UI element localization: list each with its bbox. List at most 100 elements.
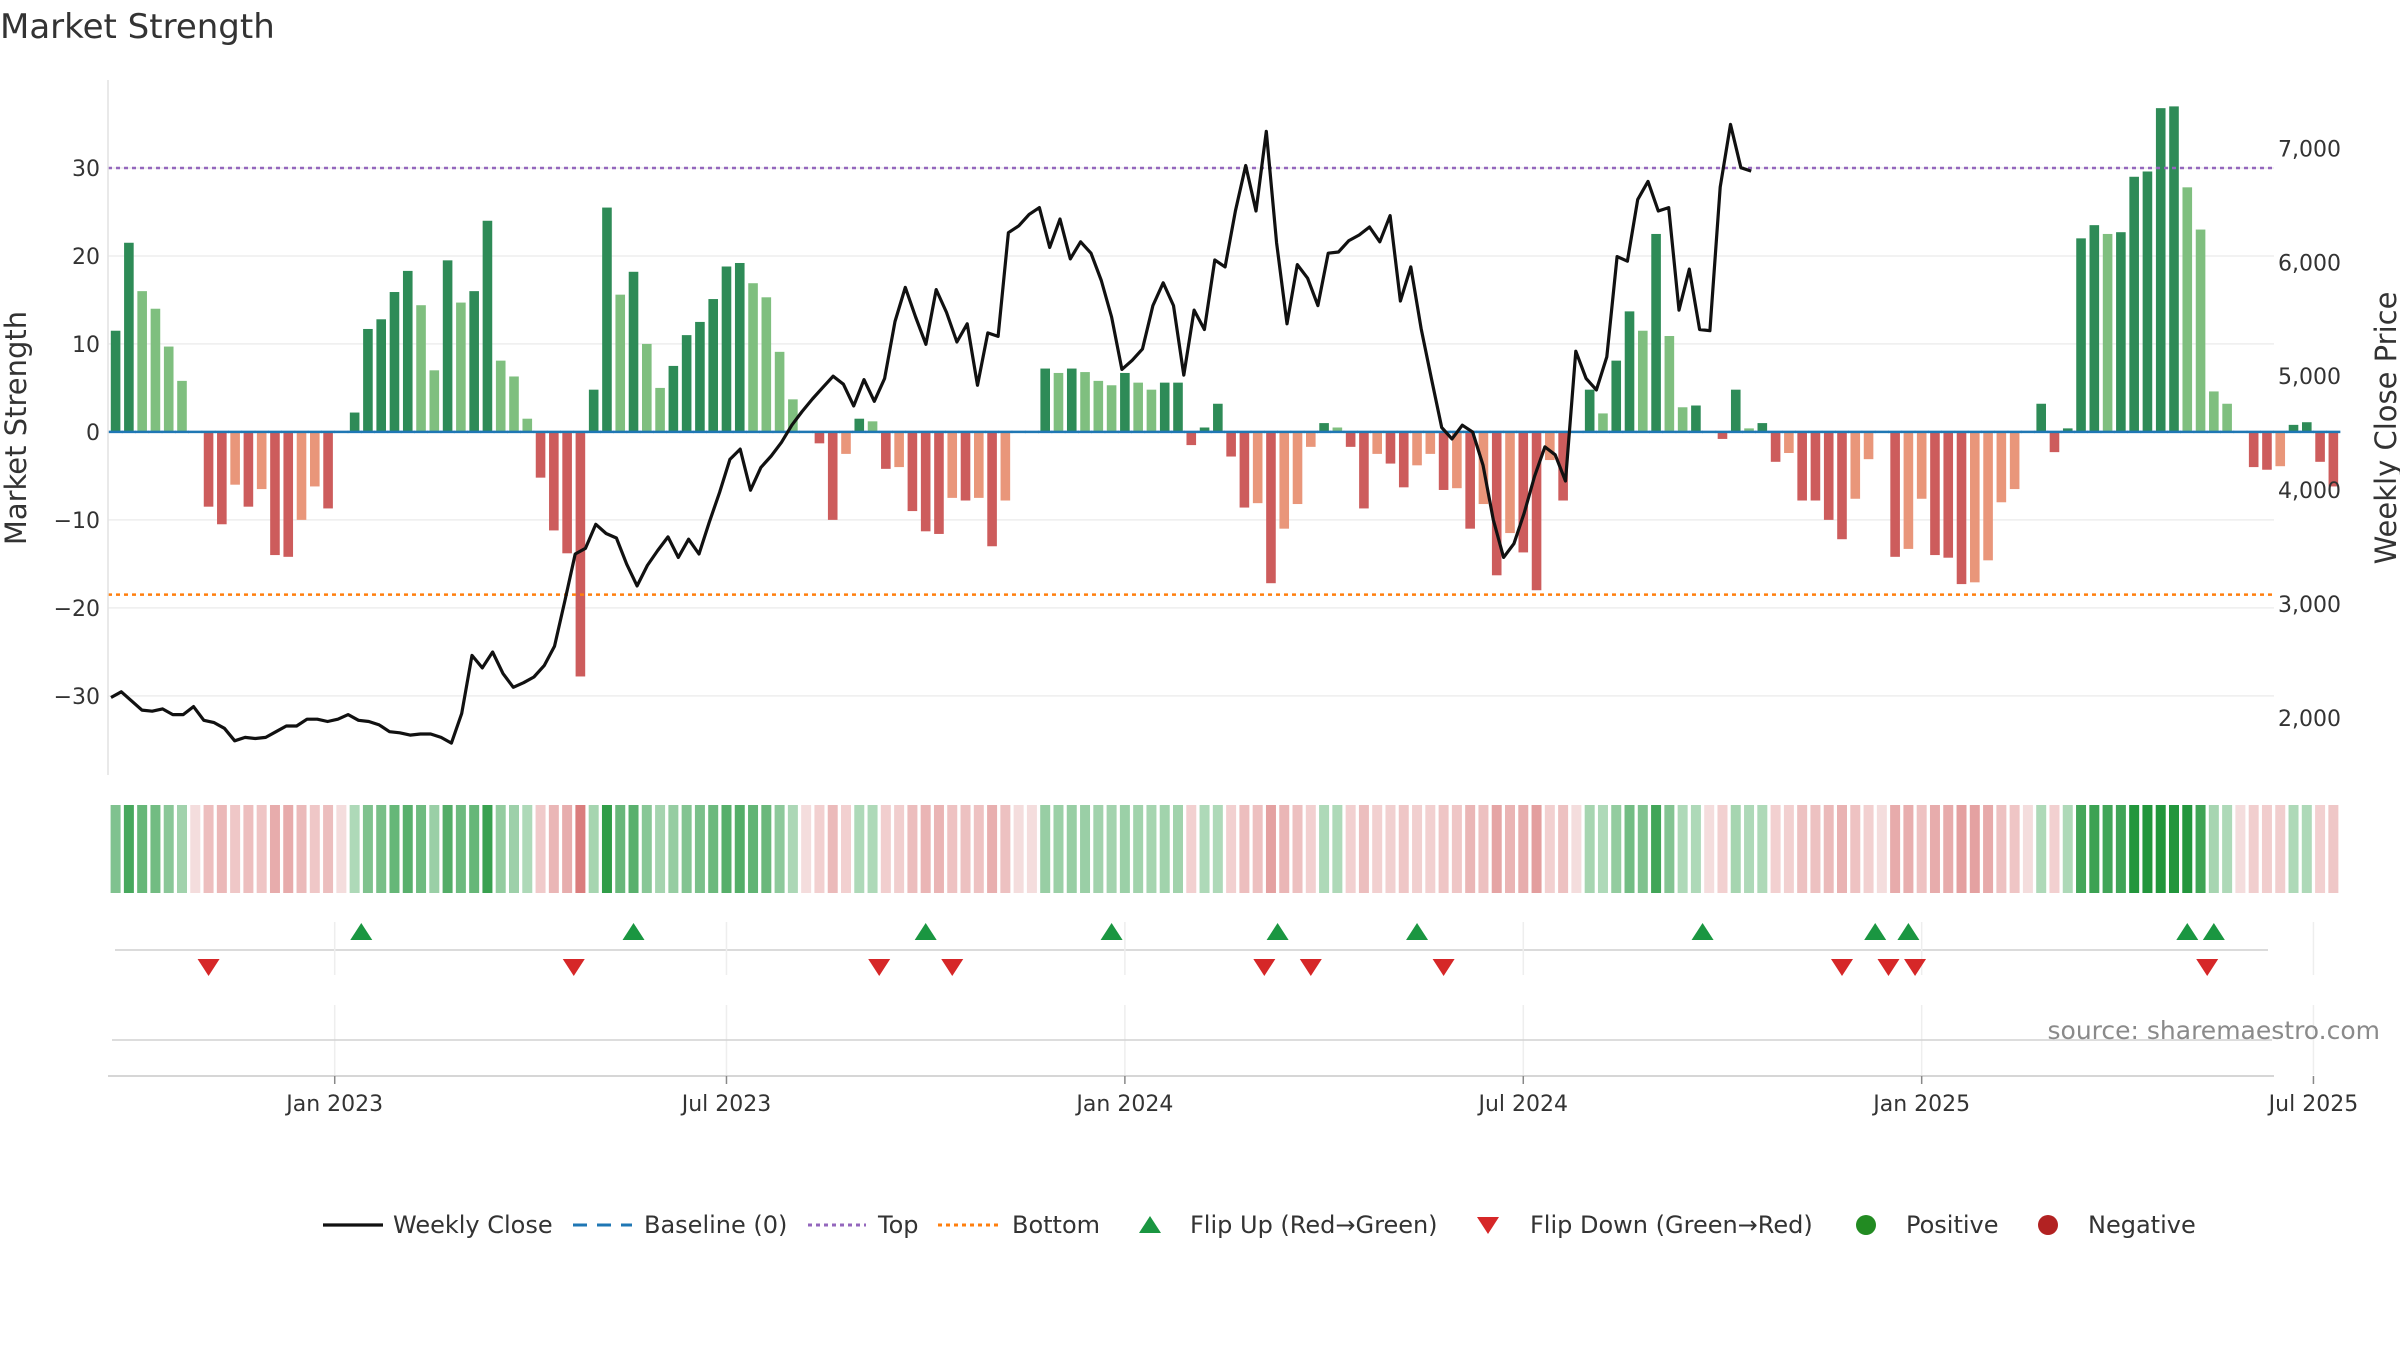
strength-bar bbox=[774, 351, 785, 432]
strip-cell bbox=[2129, 805, 2140, 893]
strength-bar bbox=[1213, 403, 1223, 432]
strength-bar bbox=[867, 421, 878, 432]
strength-bar bbox=[283, 431, 294, 557]
legend-label: Bottom bbox=[1012, 1211, 1100, 1239]
strip-cell bbox=[1491, 805, 1502, 893]
strip-cell bbox=[362, 805, 373, 893]
strength-bar bbox=[429, 370, 440, 432]
flip-down-marker bbox=[868, 959, 891, 976]
strength-bar bbox=[230, 431, 240, 485]
right-tick-label: 7,000 bbox=[2278, 137, 2341, 162]
legend-label: Negative bbox=[2088, 1211, 2196, 1239]
strip-cell bbox=[522, 805, 533, 893]
left-tick-label: −10 bbox=[54, 509, 100, 534]
strip-cell bbox=[628, 805, 639, 893]
strength-bar bbox=[1332, 427, 1343, 432]
strip-cell bbox=[442, 805, 453, 893]
flip-up-marker bbox=[1266, 923, 1289, 940]
strength-bar bbox=[1319, 423, 1329, 432]
strip-cell bbox=[1412, 805, 1423, 893]
strength-bar bbox=[681, 335, 692, 432]
flip-up-marker bbox=[1897, 923, 1920, 940]
strength-bar bbox=[602, 207, 612, 432]
x-tick-label: Jan 2025 bbox=[1871, 1092, 1970, 1117]
strip-cell bbox=[1943, 805, 1954, 893]
strength-bar bbox=[203, 431, 214, 507]
strip-cell bbox=[177, 805, 187, 893]
strip-cell bbox=[1651, 805, 1662, 893]
strip-cell bbox=[1611, 805, 1622, 893]
strength-bars bbox=[110, 106, 2339, 677]
strip-cell bbox=[1571, 805, 1582, 893]
flip-down-marker bbox=[197, 959, 220, 976]
strip-cell bbox=[1332, 805, 1343, 893]
strength-bar bbox=[934, 431, 944, 534]
strip-cell bbox=[243, 805, 254, 893]
strength-bar bbox=[1226, 431, 1236, 457]
strength-bar bbox=[2248, 431, 2259, 468]
strength-bar bbox=[2222, 403, 2232, 432]
strength-bar bbox=[1359, 431, 1369, 509]
strength-bar bbox=[668, 365, 679, 432]
strip-cell bbox=[2301, 805, 2312, 893]
strip-cell bbox=[1531, 805, 1542, 893]
strength-bar bbox=[2142, 171, 2153, 432]
strength-bar bbox=[1638, 330, 1648, 432]
strength-bar bbox=[1053, 372, 1064, 432]
strip-cell bbox=[854, 805, 865, 893]
strip-cell bbox=[1345, 805, 1356, 893]
strength-bar bbox=[1186, 431, 1197, 446]
strength-bar bbox=[549, 431, 559, 531]
strip-cell bbox=[734, 805, 745, 893]
left-tick-label: −30 bbox=[54, 685, 100, 710]
strength-bar bbox=[495, 360, 506, 432]
strength-bar bbox=[1133, 382, 1143, 432]
strip-cell bbox=[1239, 805, 1250, 893]
lower-panel bbox=[108, 1005, 2315, 1077]
strength-bar bbox=[854, 418, 865, 432]
strip-cell bbox=[1173, 805, 1183, 893]
strength-bar bbox=[562, 431, 572, 554]
strip-cell bbox=[774, 805, 785, 893]
strength-bar bbox=[974, 431, 984, 498]
left-tick-label: 20 bbox=[72, 245, 100, 270]
strip-cell bbox=[349, 805, 360, 893]
x-tick-label: Jul 2023 bbox=[680, 1092, 772, 1117]
strength-bar bbox=[2049, 431, 2060, 453]
strip-cell bbox=[1478, 805, 1489, 893]
strip-cell bbox=[2261, 805, 2272, 893]
x-tick-label: Jan 2023 bbox=[284, 1092, 383, 1117]
strip-cell bbox=[1119, 805, 1130, 893]
strip-cell bbox=[336, 805, 347, 893]
strip-cell bbox=[880, 805, 891, 893]
flip-markers bbox=[115, 922, 2315, 976]
strength-bar bbox=[2116, 232, 2126, 432]
strength-bar bbox=[814, 431, 825, 444]
strip-cell bbox=[2222, 805, 2233, 893]
strip-cell bbox=[1040, 805, 1051, 893]
strip-cell bbox=[1133, 805, 1144, 893]
strip-cell bbox=[668, 805, 679, 893]
strip-cell bbox=[429, 805, 440, 893]
strength-bar bbox=[2076, 238, 2086, 432]
strip-cell bbox=[416, 805, 427, 893]
strength-bar bbox=[389, 292, 400, 432]
strength-bar bbox=[695, 321, 705, 432]
strength-bar bbox=[841, 431, 851, 454]
strip-cell bbox=[1013, 805, 1024, 893]
strip-cell bbox=[323, 805, 334, 893]
strip-cell bbox=[761, 805, 772, 893]
flip-down-marker bbox=[1904, 959, 1927, 976]
strip-cell bbox=[601, 805, 612, 893]
strength-bar bbox=[1651, 233, 1661, 432]
strip-cell bbox=[1916, 805, 1927, 893]
strength-bar bbox=[1080, 372, 1090, 432]
strip-cell bbox=[2062, 805, 2073, 893]
legend-positive-swatch bbox=[1856, 1215, 1876, 1235]
strength-bar bbox=[734, 262, 745, 432]
strip-cell bbox=[2076, 805, 2087, 893]
strip-cell bbox=[1146, 805, 1157, 893]
flip-up-marker bbox=[1100, 923, 1123, 940]
strip-cell bbox=[1624, 805, 1635, 893]
strength-bar bbox=[1598, 413, 1608, 432]
